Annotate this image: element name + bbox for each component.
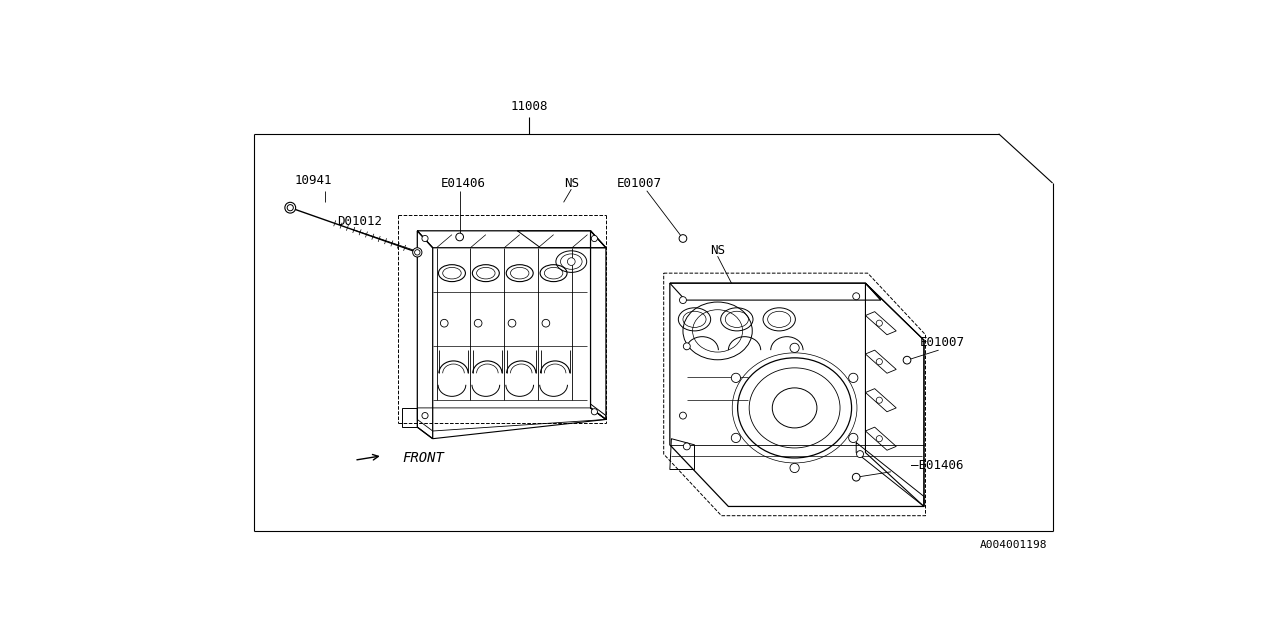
Circle shape [852,292,860,300]
Circle shape [684,443,690,450]
Circle shape [591,409,598,415]
Circle shape [790,463,799,472]
Circle shape [415,250,420,255]
Circle shape [508,319,516,327]
Circle shape [877,436,882,442]
Circle shape [731,373,741,383]
Circle shape [422,236,428,241]
Circle shape [422,413,428,419]
Text: NS: NS [563,177,579,189]
Circle shape [877,397,882,403]
Circle shape [904,356,911,364]
Circle shape [684,343,690,350]
Text: E01007: E01007 [617,177,662,189]
Circle shape [591,236,598,241]
Circle shape [680,296,686,303]
Circle shape [287,205,293,211]
Text: A004001198: A004001198 [979,540,1047,550]
Circle shape [440,319,448,327]
Circle shape [567,258,575,266]
Text: 10941: 10941 [294,174,332,188]
Circle shape [541,319,549,327]
Circle shape [475,319,483,327]
Circle shape [412,248,422,257]
Circle shape [456,233,463,241]
Circle shape [680,412,686,419]
Text: E01406: E01406 [442,177,486,189]
Circle shape [790,343,799,353]
Text: E01007: E01007 [920,336,965,349]
Text: 11008: 11008 [511,100,548,113]
Circle shape [877,320,882,326]
Circle shape [680,235,687,243]
Text: D01012: D01012 [337,215,381,228]
Circle shape [285,202,296,213]
Circle shape [877,358,882,365]
Text: —E01406: —E01406 [911,459,964,472]
Circle shape [852,474,860,481]
Circle shape [856,451,864,458]
Text: NS: NS [710,244,724,257]
Text: FRONT: FRONT [402,451,444,465]
Circle shape [849,373,858,383]
Circle shape [849,433,858,442]
Circle shape [731,433,741,442]
